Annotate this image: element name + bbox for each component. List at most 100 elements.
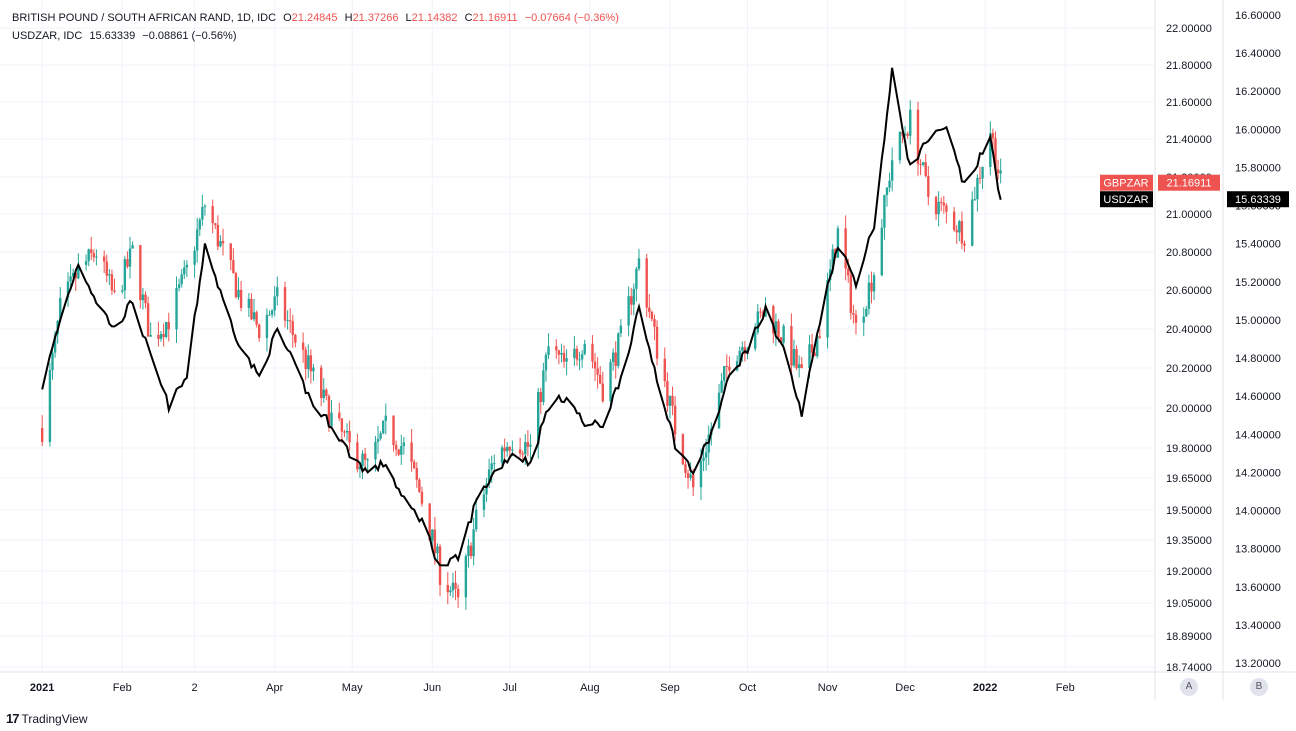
usdzar-last-price (1227, 191, 1289, 208)
candle-body (268, 314, 271, 316)
compare-series-legend: USDZAR, IDC 15.63339 −0.08861 (−0.56%) (12, 29, 236, 43)
candle-body (113, 290, 116, 292)
right-axis-tick-label: 14.40000 (1235, 429, 1281, 441)
candle-body (195, 229, 199, 251)
candle-body (449, 590, 452, 593)
left-axis-tick-label: 20.80000 (1166, 247, 1212, 259)
candle-body (524, 442, 527, 455)
candle-body (973, 199, 977, 201)
candle-body (689, 474, 692, 479)
candle-body (529, 444, 532, 447)
candle-body (180, 274, 183, 285)
candle-body (121, 290, 124, 292)
candle-body (175, 287, 178, 330)
candle-body (981, 166, 984, 179)
candle-body (221, 240, 225, 244)
candle-body (952, 211, 956, 230)
time-axis-tick-label: 2021 (30, 682, 54, 694)
candle-body (852, 312, 855, 315)
candle-body (69, 276, 72, 282)
candle-body (521, 453, 524, 455)
candle-body (885, 187, 889, 196)
candle-body (831, 249, 834, 270)
candle-body (565, 358, 568, 362)
candle-body (797, 364, 801, 369)
candle-body (90, 249, 93, 254)
candle-body (126, 259, 129, 267)
left-axis-tick-label: 20.40000 (1166, 324, 1212, 336)
candle-body (376, 438, 380, 442)
candle-body (790, 325, 793, 366)
candle-body (836, 228, 840, 258)
candle-body (412, 461, 416, 469)
candle-body (394, 445, 398, 450)
candle-body (999, 170, 1002, 174)
auto-scale-button[interactable]: A (1180, 678, 1198, 696)
right-axis-tick-label: 15.40000 (1235, 239, 1281, 251)
candle-body (146, 303, 150, 337)
candle-body (627, 296, 630, 326)
candle-body (345, 430, 349, 433)
candle-body (826, 280, 829, 338)
candle-body (366, 459, 369, 461)
candle-body (319, 367, 323, 399)
candle-body (420, 491, 424, 504)
candle-body (555, 346, 558, 351)
right-axis-tick-label: 16.60000 (1235, 10, 1281, 22)
candle-body (475, 509, 478, 530)
right-axis-tick-label: 14.00000 (1235, 506, 1281, 518)
second-axis-button[interactable]: B (1250, 678, 1268, 696)
right-axis-tick-label: 13.80000 (1235, 544, 1281, 556)
candle-body (431, 529, 434, 541)
candle-body (601, 383, 604, 402)
candle-body (338, 412, 341, 419)
candle-body (971, 199, 974, 246)
candle-body (940, 201, 943, 203)
candle-body (994, 138, 997, 170)
candle-body (110, 274, 114, 291)
candle-body (870, 282, 873, 292)
candle-body (888, 180, 891, 188)
candle-body (560, 352, 563, 355)
left-axis-tick-label: 20.20000 (1166, 363, 1212, 375)
candle-body (358, 466, 362, 470)
candle-body (537, 392, 540, 445)
candle-body (418, 479, 421, 492)
candle-body (795, 349, 798, 369)
candle-body (141, 294, 145, 301)
candle-body (454, 582, 457, 589)
candle-body (301, 342, 305, 350)
candle-body (813, 352, 816, 357)
left-axis-tick-label: 18.89000 (1166, 631, 1212, 643)
time-axis-tick-label: 2022 (973, 682, 997, 694)
time-axis-tick-label: May (342, 682, 363, 694)
candle-body (71, 272, 75, 277)
tradingview-logo[interactable]: 17 TradingView (6, 711, 88, 726)
time-axis-tick-label: Jul (503, 682, 517, 694)
candle-body (648, 307, 651, 312)
left-axis-tick-label: 19.05000 (1166, 598, 1212, 610)
candle-body (139, 245, 142, 301)
candle-body (562, 352, 566, 362)
candle-body (630, 296, 633, 305)
candle-body (283, 287, 287, 321)
candle-body (84, 261, 88, 265)
candle-body (989, 133, 992, 167)
candle-body (655, 326, 659, 359)
candle-body (374, 441, 377, 460)
candle-body (909, 109, 912, 136)
left-axis-tick-label: 22.00000 (1166, 23, 1212, 35)
candle-body (234, 273, 238, 298)
candle-body (539, 392, 542, 402)
candle-body (472, 529, 475, 557)
candle-body (782, 325, 785, 343)
candle-body (276, 287, 279, 297)
candle-body (446, 584, 449, 593)
candle-body (810, 344, 814, 353)
candle-body (291, 321, 294, 335)
candle-body (593, 361, 597, 369)
candle-body (818, 336, 822, 338)
usdzar-badge-label: USDZAR (1103, 194, 1148, 206)
candle-body (511, 449, 514, 451)
